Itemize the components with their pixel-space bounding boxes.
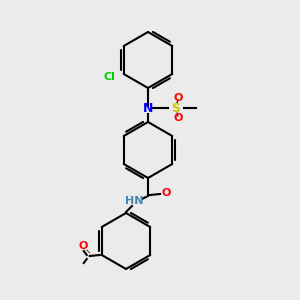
Text: O: O [78, 241, 87, 251]
Text: O: O [173, 93, 183, 103]
Text: HN: HN [125, 196, 143, 206]
Text: N: N [143, 101, 153, 115]
Text: Cl: Cl [104, 72, 116, 82]
Text: S: S [172, 101, 181, 115]
Text: O: O [161, 188, 171, 198]
Text: O: O [173, 113, 183, 123]
